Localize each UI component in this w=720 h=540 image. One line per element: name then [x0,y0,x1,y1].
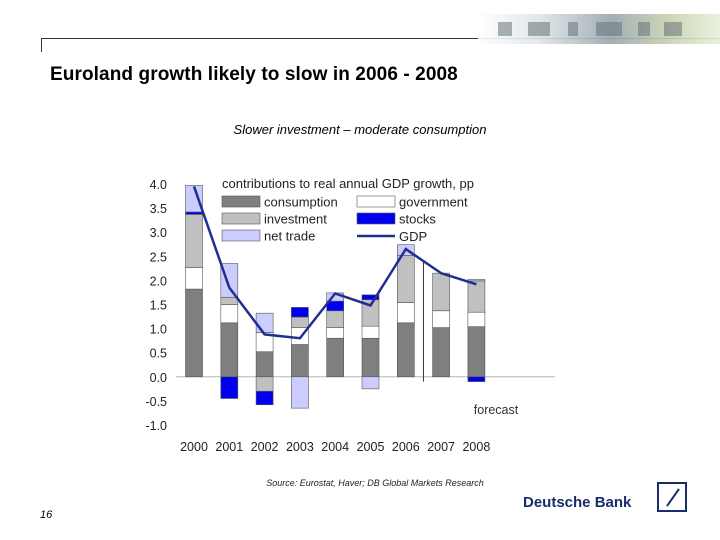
bar-segment-investment [220,296,239,305]
y-tick-label: 0.0 [150,371,167,385]
x-tick-label: 2005 [357,440,385,454]
bar-segment-consumption [326,337,345,378]
legend-swatch-government [356,195,396,208]
y-tick-label: -0.5 [145,395,167,409]
bar-segment-net-trade [255,312,274,333]
bar-segment-consumption [220,322,239,378]
bar-segment-consumption [185,288,203,378]
bar-segment-government [396,302,415,324]
header-rule [41,38,720,39]
y-tick-label: 3.0 [150,226,167,240]
x-tick-label: 2003 [286,440,314,454]
slide-title: Euroland growth likely to slow in 2006 -… [50,64,458,85]
bar-segment-net-trade [291,376,309,409]
bar-segment-government [361,325,380,339]
source-note: Source: Eurostat, Haver; DB Global Marke… [266,478,484,488]
bar-segment-consumption [432,327,450,378]
x-tick-label: 2006 [392,440,420,454]
y-tick-label: 4.0 [150,178,167,192]
header-rule-tick [41,38,42,52]
bar-segment-government [185,267,203,290]
x-tick-label: 2000 [180,440,208,454]
bar-segment-stocks [467,376,486,382]
bar-segment-investment [467,280,486,313]
y-tick-label: 3.5 [150,202,167,216]
x-tick-label: 2007 [427,440,455,454]
bar-segment-net-trade [185,185,203,213]
legend-swatch-investment [221,212,261,225]
x-tick-label: 2001 [215,440,243,454]
y-tick-label: 2.0 [150,274,167,288]
legend-label: investment [264,212,327,227]
bar-segment-consumption [467,326,486,378]
y-tick-label: 0.5 [150,347,167,361]
bar-segment-stocks [291,307,309,318]
bar-segment-consumption [361,337,380,378]
x-tick-label: 2004 [321,440,349,454]
bar-segment-government [467,311,486,327]
gdp-line [192,185,477,340]
bar-segment-investment [255,376,274,392]
bar-segment-government [432,310,450,328]
x-tick-label: 2002 [251,440,279,454]
legend-label: GDP [399,229,427,244]
bar-segment-stocks [220,376,239,399]
bar-segment-investment [326,310,345,328]
x-tick-label: 2008 [462,440,490,454]
bar-segment-government [326,327,345,339]
bar-segment-investment [396,255,415,303]
y-tick-label: 2.5 [150,250,167,264]
bar-segment-stocks [361,294,380,300]
forecast-annotation: forecast [474,403,519,417]
legend-swatch-consumption [221,195,261,208]
bar-segment-net-trade [361,376,380,390]
bar-segment-stocks [185,211,203,215]
bar-segment-investment [185,214,203,268]
header-banner-image [478,14,720,44]
legend-label: stocks [399,212,436,227]
legend-swatch-net-trade [221,229,261,242]
legend-label: net trade [264,229,315,244]
bar-segment-consumption [396,322,415,378]
legend-title: contributions to real annual GDP growth,… [222,176,474,191]
y-tick-label: 1.0 [150,323,167,337]
chart-subtitle: Slower investment – moderate consumption [233,122,487,137]
bar-segment-investment [291,316,309,328]
bar-segment-consumption [291,344,309,378]
y-tick-label: -1.0 [145,419,167,433]
brand-name: Deutsche Bank [523,494,632,511]
legend-swatch-stocks [356,212,396,225]
bar-segment-net-trade [467,279,486,282]
page-number: 16 [40,509,53,521]
bar-segment-investment [432,272,450,312]
legend-label: consumption [264,195,338,210]
y-tick-label: 1.5 [150,299,167,313]
bar-segment-government [220,304,239,324]
deutsche-bank-logo-icon [657,482,687,512]
bar-segment-consumption [255,351,274,378]
bar-segment-stocks [255,390,274,406]
legend-label: government [399,195,468,210]
